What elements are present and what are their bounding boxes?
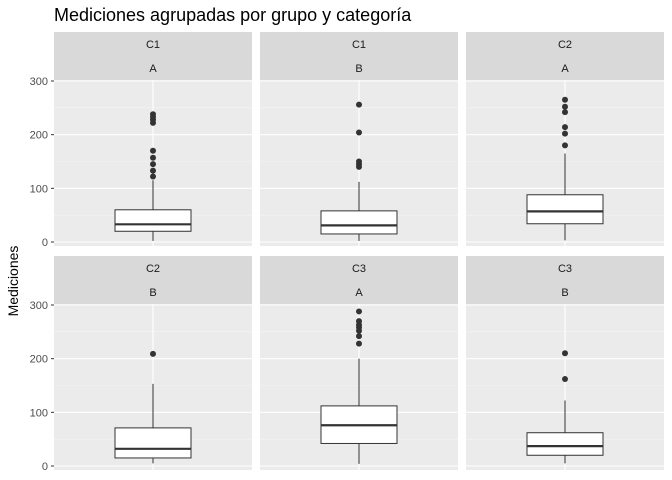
outlier-point	[562, 109, 568, 116]
outlier-point	[150, 350, 156, 357]
y-tick-label: 0	[42, 237, 48, 249]
y-tick-label: 300	[30, 300, 48, 312]
outlier-point	[562, 103, 568, 110]
strip-label-group: C2	[146, 263, 160, 275]
facet-panel: C2 B 0 100 200 300	[30, 256, 252, 473]
iqr-box	[526, 432, 604, 456]
strip-label-group: C3	[352, 263, 366, 275]
facet-panel: C2 A	[466, 32, 664, 246]
outlier-point	[356, 340, 362, 347]
outlier-point	[150, 154, 156, 161]
y-tick-label: 200	[30, 354, 48, 366]
strip-label-group: C1	[146, 39, 160, 51]
facet-panel: C1 B	[260, 32, 458, 246]
outlier-point	[356, 318, 362, 325]
outlier-point	[562, 350, 568, 357]
outlier-point	[562, 142, 568, 149]
y-tick-label: 100	[30, 407, 48, 419]
strip-label-group: C1	[352, 39, 366, 51]
facet-strip	[466, 32, 664, 80]
facet-panel: C3 B	[466, 256, 664, 470]
y-tick-label: 300	[30, 76, 48, 88]
facet-panel: C1 A 0 100 200 300	[30, 32, 252, 249]
y-axis-title: Mediciones	[5, 246, 21, 317]
outlier-point	[356, 158, 362, 165]
iqr-box	[114, 427, 192, 459]
outlier-point	[150, 111, 156, 118]
outlier-point	[356, 333, 362, 340]
facet-strip	[54, 32, 252, 80]
outlier-point	[150, 161, 156, 168]
facet-strip	[260, 256, 458, 304]
facet-panel: C3 A	[260, 256, 458, 470]
iqr-box	[526, 194, 604, 225]
chart-title: Mediciones agrupadas por grupo y categor…	[54, 5, 412, 25]
facet-strip	[466, 256, 664, 304]
strip-label-category: B	[355, 63, 362, 75]
outlier-point	[356, 308, 362, 315]
y-tick-label: 0	[42, 461, 48, 473]
outlier-point	[150, 167, 156, 174]
facet-strip	[260, 32, 458, 80]
y-tick-label: 200	[30, 130, 48, 142]
outlier-point	[150, 173, 156, 180]
facet-strip	[54, 256, 252, 304]
outlier-point	[562, 96, 568, 103]
strip-label-category: B	[561, 287, 568, 299]
iqr-box	[114, 209, 192, 232]
outlier-point	[562, 130, 568, 137]
strip-label-category: A	[355, 287, 363, 299]
strip-label-group: C2	[558, 39, 572, 51]
outlier-point	[356, 101, 362, 108]
y-tick-label: 100	[30, 183, 48, 195]
strip-label-category: B	[149, 287, 156, 299]
outlier-point	[150, 147, 156, 154]
outlier-point	[356, 129, 362, 136]
strip-label-category: A	[149, 63, 157, 75]
iqr-box	[320, 210, 398, 235]
strip-label-group: C3	[558, 263, 572, 275]
strip-label-category: A	[561, 63, 569, 75]
facet-panels: C1 A 0 100 200 300 C1 B C2 A C2 B 0 100 200 300 C3 A C3 B	[30, 32, 664, 473]
outlier-point	[562, 376, 568, 383]
outlier-point	[562, 124, 568, 131]
